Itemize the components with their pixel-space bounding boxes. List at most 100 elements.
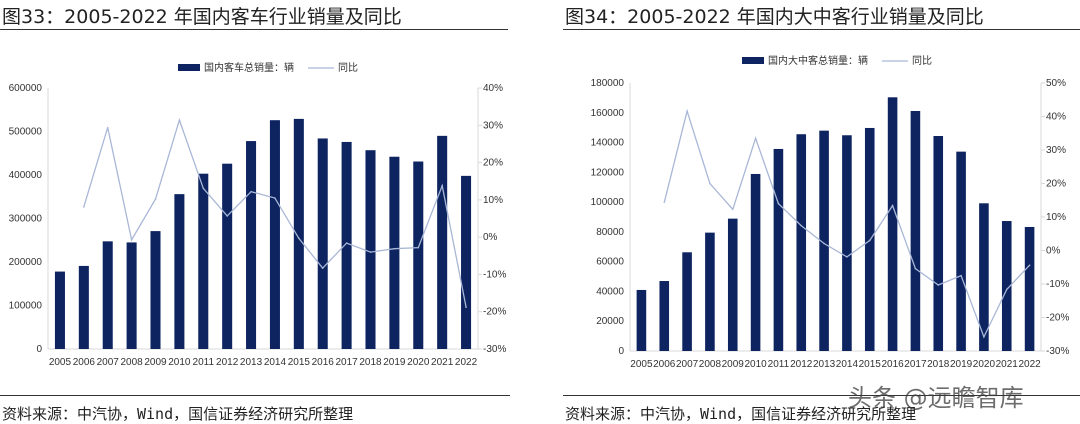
- left-x-tick-label: 2020: [407, 357, 430, 368]
- right-bar-2020: [979, 203, 989, 351]
- left-x-tick-label: 2007: [97, 357, 120, 368]
- left-right-tick-label: -10%: [483, 269, 506, 280]
- right-bar-2009: [727, 218, 738, 351]
- left-left-tick-label: 500000: [9, 127, 43, 138]
- left-bar-2012: [222, 163, 233, 349]
- left-x-tick-label: 2008: [120, 357, 143, 368]
- right-right-tick-label: 50%: [1046, 78, 1066, 89]
- left-title-divider: [0, 29, 508, 30]
- right-bar-2021: [1001, 221, 1012, 351]
- right-x-tick-label: 2014: [836, 359, 859, 370]
- left-source-note: 资料来源：中汽协，Wind，国信证券经济研究所整理: [2, 405, 354, 423]
- right-left-tick-label: 120000: [591, 167, 625, 178]
- right-x-tick-label: 2018: [927, 359, 950, 370]
- left-legend-bar-swatch: [178, 64, 200, 71]
- left-yoy-point-2019: [393, 247, 396, 250]
- left-bar-2019: [389, 156, 400, 349]
- right-x-tick-label: 2009: [722, 359, 745, 370]
- watermark: 头条 @远瞻智库: [848, 384, 1024, 412]
- left-yoy-point-2014: [274, 197, 276, 199]
- left-legend-bar-label: 国内客车总销量：辆: [204, 61, 294, 74]
- left-bar-2006: [78, 265, 89, 349]
- left-bar-2021: [437, 135, 448, 349]
- left-bar-2015: [293, 118, 304, 349]
- right-yoy-point-2007: [686, 110, 688, 112]
- right-yoy-point-2006: [663, 201, 666, 204]
- right-yoy-point-2016: [891, 204, 894, 207]
- left-yoy-point-2021: [441, 184, 443, 187]
- right-x-tick-label: 2007: [676, 359, 699, 370]
- left-yoy-point-2015: [298, 237, 300, 240]
- right-bar-2018: [933, 136, 944, 351]
- left-bar-2011: [198, 173, 209, 349]
- right-x-tick-label: 2005: [630, 359, 653, 370]
- right-right-tick-label: 0%: [1046, 246, 1061, 257]
- left-bar-2008: [126, 242, 137, 349]
- right-yoy-point-2015: [868, 239, 871, 242]
- left-x-tick-label: 2021: [431, 357, 454, 368]
- left-bar-2017: [341, 141, 352, 349]
- right-bar-2019: [956, 151, 966, 351]
- left-yoy-point-2018: [369, 251, 372, 253]
- left-x-tick-label: 2017: [335, 357, 358, 368]
- left-x-tick-label: 2005: [49, 357, 72, 368]
- left-bar-2018: [365, 150, 376, 349]
- right-right-tick-label: -20%: [1046, 313, 1069, 324]
- left-left-tick-label: 300000: [9, 214, 43, 225]
- left-right-tick-label: 40%: [483, 83, 503, 94]
- right-source-divider: [563, 395, 1080, 396]
- left-x-tick-label: 2019: [383, 357, 406, 368]
- left-bar-2005: [54, 271, 65, 349]
- left-right-tick-label: 10%: [483, 195, 503, 206]
- right-bar-2005: [636, 289, 647, 351]
- right-x-tick-label: 2012: [790, 359, 813, 370]
- right-bar-2006: [659, 281, 670, 351]
- left-x-tick-label: 2010: [168, 357, 191, 368]
- right-x-tick-label: 2016: [881, 359, 904, 370]
- left-x-tick-label: 2013: [240, 357, 263, 368]
- right-right-tick-label: 20%: [1046, 179, 1066, 190]
- left-yoy-point-2013: [250, 190, 252, 193]
- left-bar-2007: [102, 241, 113, 349]
- left-x-tick-label: 2016: [312, 357, 335, 368]
- left-yoy-point-2006: [83, 206, 85, 208]
- right-bar-2012: [796, 134, 807, 351]
- left-x-tick-label: 2014: [264, 357, 287, 368]
- right-left-tick-label: 20000: [596, 316, 624, 327]
- right-yoy-point-2014: [846, 256, 848, 258]
- left-yoy-point-2009: [154, 198, 157, 200]
- right-bar-2008: [705, 232, 715, 351]
- right-yoy-point-2011: [777, 202, 780, 205]
- right-left-tick-label: 140000: [591, 138, 625, 149]
- left-chart-title: 图33：2005-2022 年国内客车行业销量及同比: [2, 6, 402, 28]
- left-yoy-point-2017: [345, 242, 348, 244]
- left-x-tick-label: 2018: [359, 357, 382, 368]
- right-source-note: 资料来源：中汽协，Wind，国信证券经济研究所整理: [565, 405, 917, 423]
- right-yoy-point-2020: [983, 336, 985, 338]
- right-yoy-point-2012: [800, 224, 803, 227]
- left-yoy-point-2008: [130, 238, 133, 241]
- right-x-tick-label: 2022: [1018, 359, 1041, 370]
- right-x-tick-label: 2010: [744, 359, 767, 370]
- right-right-tick-label: 30%: [1046, 145, 1066, 156]
- left-bar-2009: [150, 231, 161, 349]
- left-bar-2022: [461, 175, 472, 349]
- right-yoy-point-2022: [1028, 264, 1031, 267]
- right-left-tick-label: 180000: [591, 78, 625, 89]
- right-x-tick-label: 2015: [859, 359, 882, 370]
- right-yoy-point-2017: [914, 267, 917, 270]
- left-left-tick-label: 200000: [9, 257, 43, 268]
- right-legend-bar-label: 国内大中客总销量：辆: [768, 54, 868, 67]
- left-x-tick-label: 2006: [73, 357, 96, 368]
- left-bar-2020: [413, 161, 424, 349]
- right-bar-2022: [1024, 226, 1035, 351]
- right-yoy-point-2008: [709, 182, 711, 185]
- right-left-tick-label: 60000: [596, 257, 624, 268]
- right-right-tick-label: -30%: [1046, 346, 1069, 357]
- left-source-divider: [0, 395, 510, 396]
- right-x-tick-label: 2019: [950, 359, 973, 370]
- left-right-tick-label: 0%: [483, 232, 498, 243]
- right-bar-2016: [887, 97, 898, 351]
- right-bar-2017: [910, 110, 921, 351]
- left-right-tick-label: 20%: [483, 158, 503, 169]
